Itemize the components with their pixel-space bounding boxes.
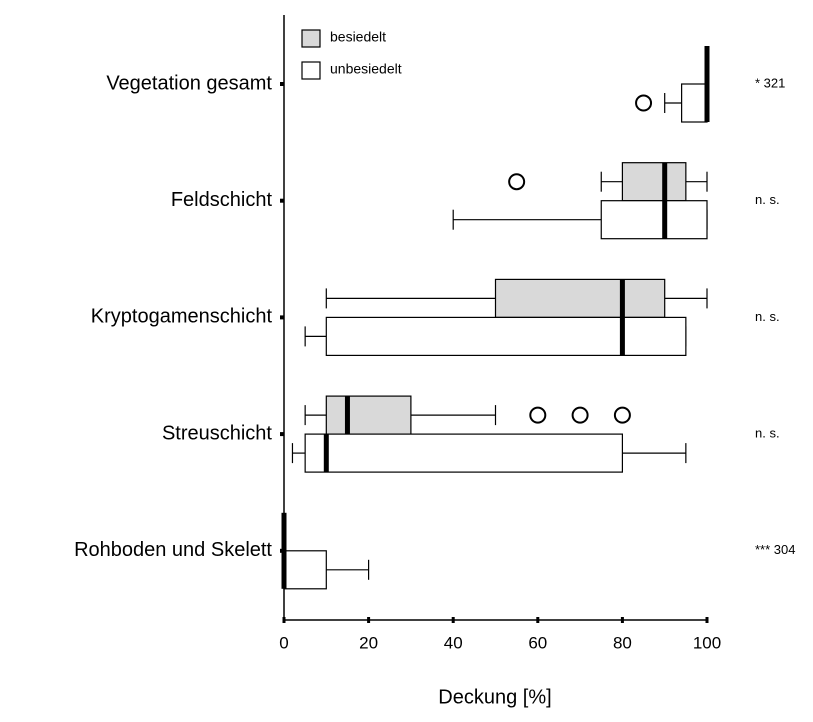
box [325,395,412,435]
annotation: n. s. [755,426,780,441]
box [600,200,708,240]
outlier [508,173,526,191]
box [283,550,327,590]
x-tick-label: 0 [279,633,288,652]
legend-swatch [301,29,321,48]
x-tick-label: 40 [444,633,463,652]
category-label: Rohboden und Skelett [74,539,272,561]
box [494,278,666,318]
x-tick-label: 80 [613,633,632,652]
y-tick [280,82,284,86]
box [621,162,687,202]
x-tick-label: 60 [528,633,547,652]
y-tick [280,315,284,320]
y-tick [280,432,284,437]
box [304,433,623,473]
annotation: *** 304 [755,542,795,557]
box [681,83,708,123]
category-label: Vegetation gesamt [106,72,272,94]
annotation: * 321 [755,75,785,90]
y-tick [280,198,284,203]
box [325,316,687,356]
annotation: n. s. [755,309,780,324]
x-tick-label: 100 [693,633,721,652]
outlier [571,406,589,424]
category-label: Feldschicht [171,189,273,211]
legend-label: unbesiedelt [330,61,402,77]
category-label: Streuschicht [162,422,272,444]
legend-label: besiedelt [330,29,386,45]
outlier [635,94,653,112]
outlier [613,406,631,424]
outlier [529,406,547,424]
annotation: n. s. [755,192,780,207]
category-label: Kryptogamenschicht [91,306,273,328]
x-axis-label: Deckung [%] [438,686,551,708]
legend-swatch [301,61,321,80]
x-tick-label: 20 [359,633,378,652]
